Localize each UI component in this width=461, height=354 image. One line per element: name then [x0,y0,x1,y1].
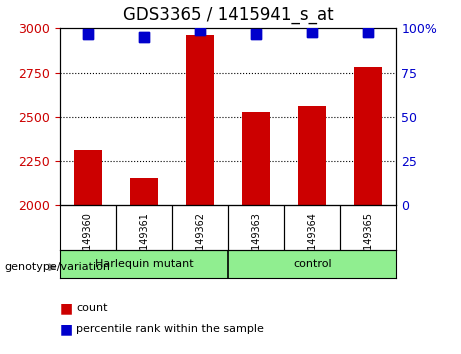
Point [253,31,260,36]
Point [196,27,204,33]
Text: ■: ■ [60,322,73,336]
Text: percentile rank within the sample: percentile rank within the sample [76,324,264,334]
Point [253,31,260,36]
Point [309,29,316,35]
Text: GSM149361: GSM149361 [139,212,149,271]
Text: GSM149360: GSM149360 [83,212,93,271]
Bar [298,106,326,205]
Point [196,27,204,33]
Bar [130,178,158,205]
Text: GSM149363: GSM149363 [251,212,261,271]
Point [84,31,92,36]
Point [365,29,372,35]
Text: Harlequin mutant: Harlequin mutant [95,259,193,269]
Bar [74,150,102,205]
Text: genotype/variation: genotype/variation [5,262,111,272]
Point [309,29,316,35]
Text: GSM149365: GSM149365 [363,212,373,271]
Bar [186,35,214,205]
Point [140,34,148,40]
Text: GSM149364: GSM149364 [307,212,317,271]
Point [365,29,372,35]
Title: GDS3365 / 1415941_s_at: GDS3365 / 1415941_s_at [123,6,333,24]
Point [140,34,148,40]
Text: GSM149362: GSM149362 [195,212,205,271]
Point [84,31,92,36]
Bar [355,67,383,205]
Text: control: control [293,259,331,269]
Text: count: count [76,303,107,313]
Text: ■: ■ [60,301,73,315]
Bar [242,112,270,205]
